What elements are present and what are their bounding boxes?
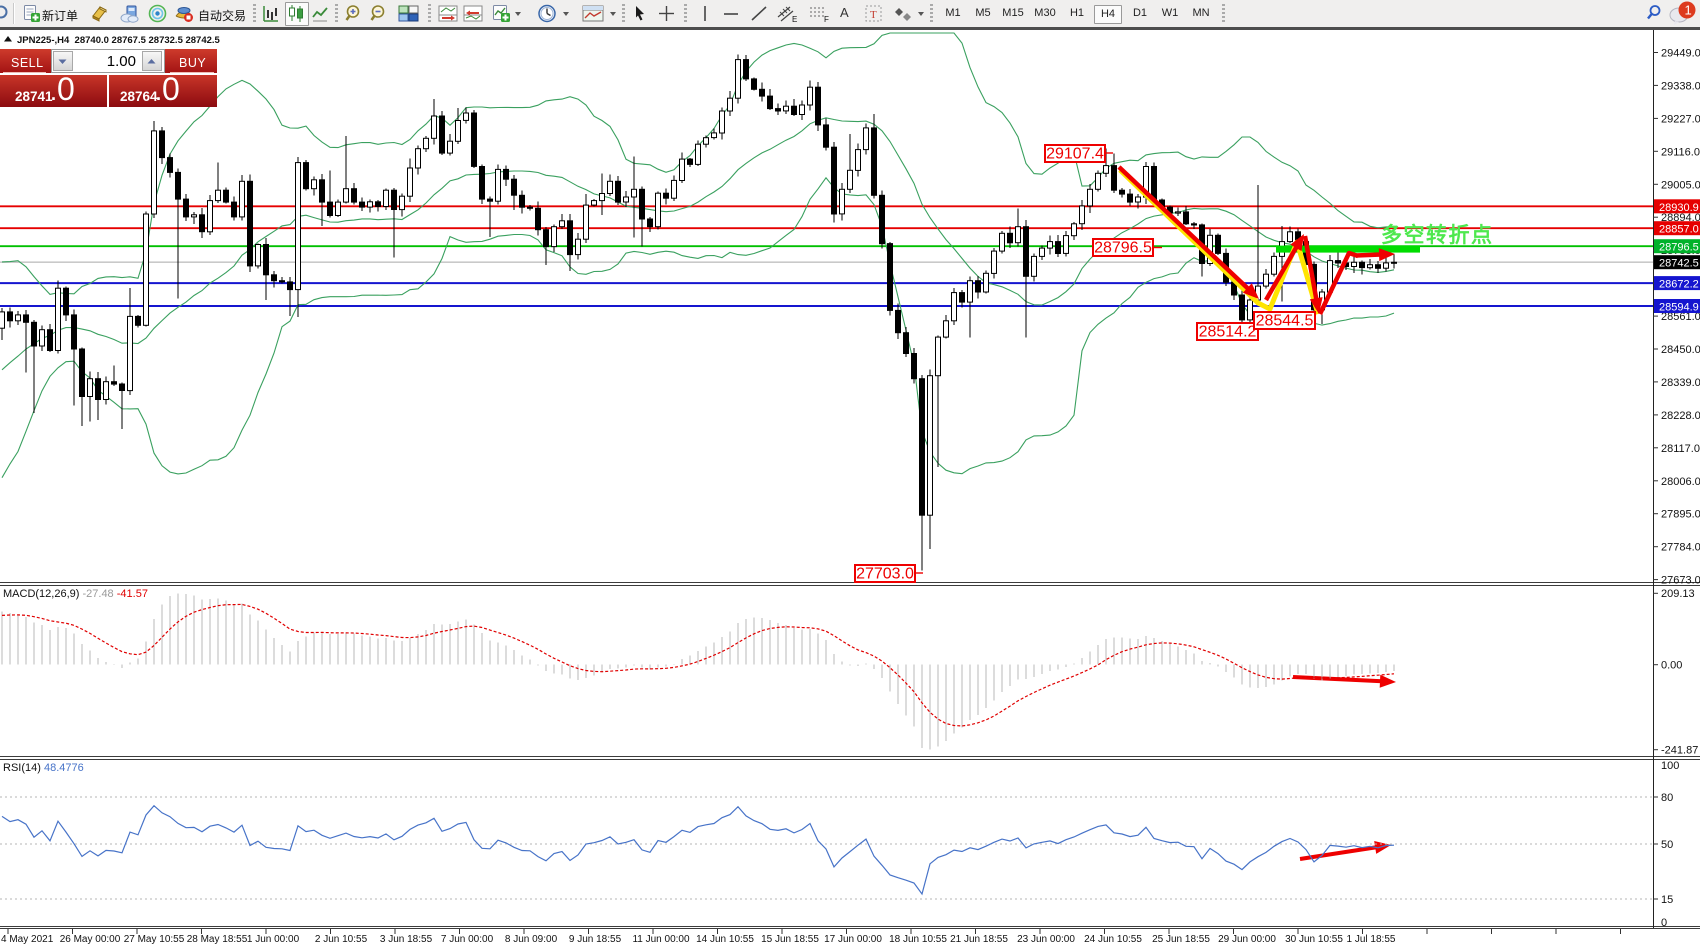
- svg-text:27 May 10:55: 27 May 10:55: [124, 934, 185, 945]
- svg-text:50: 50: [1661, 839, 1673, 851]
- svg-text:3 Jun 18:55: 3 Jun 18:55: [380, 934, 433, 945]
- svg-text:23 Jun 00:00: 23 Jun 00:00: [1017, 934, 1075, 945]
- svg-text:29449.0: 29449.0: [1661, 48, 1700, 60]
- svg-text:29338.0: 29338.0: [1661, 80, 1700, 92]
- svg-text:29116.0: 29116.0: [1661, 146, 1700, 158]
- svg-text:15: 15: [1661, 894, 1673, 906]
- svg-text:28561.0: 28561.0: [1661, 311, 1700, 323]
- svg-text:28228.0: 28228.0: [1661, 410, 1700, 422]
- svg-text:15 Jun 18:55: 15 Jun 18:55: [761, 934, 819, 945]
- svg-text:30 Jun 10:55: 30 Jun 10:55: [1285, 934, 1343, 945]
- svg-text:7 Jun 00:00: 7 Jun 00:00: [441, 934, 494, 945]
- svg-text:28930.9: 28930.9: [1659, 202, 1699, 214]
- svg-text:28544.5: 28544.5: [1256, 313, 1314, 330]
- svg-text:14 Jun 10:55: 14 Jun 10:55: [696, 934, 754, 945]
- svg-text:209.13: 209.13: [1661, 588, 1695, 600]
- svg-text:80: 80: [1661, 792, 1673, 804]
- svg-text:28117.0: 28117.0: [1661, 443, 1700, 455]
- svg-text:1: 1: [1685, 3, 1692, 18]
- svg-text:1 Jul 18:55: 1 Jul 18:55: [1347, 934, 1396, 945]
- svg-text:26 May 00:00: 26 May 00:00: [60, 934, 121, 945]
- svg-text:E: E: [792, 15, 797, 24]
- svg-text:100: 100: [1661, 760, 1679, 772]
- svg-text:0.00: 0.00: [1661, 660, 1682, 672]
- svg-text:24 Jun 10:55: 24 Jun 10:55: [1084, 934, 1142, 945]
- svg-text:0: 0: [1661, 917, 1667, 929]
- svg-text:28 May 18:55: 28 May 18:55: [187, 934, 248, 945]
- svg-text:18 Jun 10:55: 18 Jun 10:55: [889, 934, 947, 945]
- svg-text:28796.5: 28796.5: [1659, 242, 1699, 254]
- svg-text:28594.9: 28594.9: [1659, 302, 1699, 314]
- svg-text:28450.0: 28450.0: [1661, 344, 1700, 356]
- svg-text:17 Jun 00:00: 17 Jun 00:00: [824, 934, 882, 945]
- svg-text:多空转折点: 多空转折点: [1381, 223, 1494, 247]
- svg-text:-241.87: -241.87: [1661, 745, 1698, 757]
- svg-text:25 Jun 18:55: 25 Jun 18:55: [1152, 934, 1210, 945]
- svg-text:21 Jun 18:55: 21 Jun 18:55: [950, 934, 1008, 945]
- svg-text:27673.0: 27673.0: [1661, 575, 1700, 587]
- svg-text:29 Jun 00:00: 29 Jun 00:00: [1218, 934, 1276, 945]
- svg-text:29227.0: 29227.0: [1661, 113, 1700, 125]
- svg-text:28857.0: 28857.0: [1659, 224, 1699, 236]
- svg-text:29107.4: 29107.4: [1046, 146, 1104, 163]
- svg-text:8 Jun 09:00: 8 Jun 09:00: [505, 934, 558, 945]
- svg-text:9 Jun 18:55: 9 Jun 18:55: [569, 934, 622, 945]
- svg-text:11 Jun 00:00: 11 Jun 00:00: [632, 934, 690, 945]
- svg-text:29005.0: 29005.0: [1661, 179, 1700, 191]
- svg-text:28006.0: 28006.0: [1661, 476, 1700, 488]
- svg-text:MACD(12,26,9) -27.48 -41.57: MACD(12,26,9) -27.48 -41.57: [3, 588, 148, 600]
- svg-text:28514.2: 28514.2: [1199, 324, 1257, 341]
- svg-text:28742.5: 28742.5: [1659, 258, 1699, 270]
- svg-text:T: T: [870, 9, 877, 21]
- svg-text:28672.2: 28672.2: [1659, 279, 1699, 291]
- svg-text:4 May 2021: 4 May 2021: [1, 934, 54, 945]
- svg-text:27784.0: 27784.0: [1661, 542, 1700, 554]
- svg-text:RSI(14) 48.4776: RSI(14) 48.4776: [3, 762, 84, 774]
- svg-text:1 Jun 00:00: 1 Jun 00:00: [247, 934, 300, 945]
- svg-text:27895.0: 27895.0: [1661, 509, 1700, 521]
- svg-text:28339.0: 28339.0: [1661, 377, 1700, 389]
- svg-text:2 Jun 10:55: 2 Jun 10:55: [315, 934, 368, 945]
- svg-text:28796.5: 28796.5: [1094, 240, 1152, 257]
- svg-text:27703.0: 27703.0: [856, 566, 914, 583]
- svg-text:JPN225-,H4 28740.0 28767.5 28: JPN225-,H4 28740.0 28767.5 28732.5 28742…: [17, 35, 221, 46]
- svg-text:F: F: [824, 15, 829, 24]
